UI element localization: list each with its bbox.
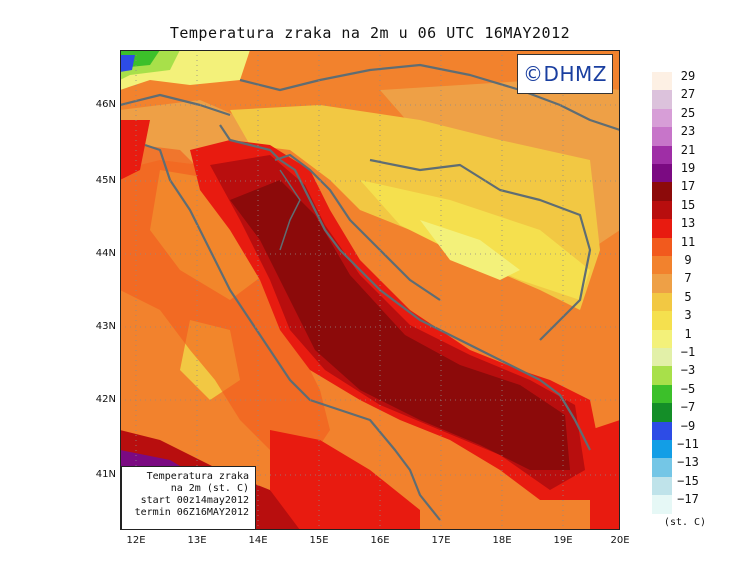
legend-label: 7 [684, 271, 692, 286]
legend-swatch [652, 145, 672, 165]
legend-label: 5 [684, 289, 692, 304]
legend-label: 1 [684, 326, 692, 341]
lon-label: 12E [126, 535, 146, 546]
lon-label: 18E [492, 535, 512, 546]
legend-swatch [652, 476, 672, 496]
info-line: Temperatura zraka [146, 471, 249, 482]
legend-label: 17 [680, 179, 696, 194]
legend-swatch [652, 90, 672, 110]
info-line: termin 06Z16MAY2012 [134, 507, 249, 518]
lat-label: 42N [95, 394, 116, 405]
lon-label: 19E [553, 535, 573, 546]
dhmz-logo: ©DHMZ [517, 54, 613, 94]
lon-label: 13E [187, 535, 207, 546]
temperature-field [120, 50, 620, 530]
legend-label: 9 [684, 253, 692, 267]
lat-label: 41N [95, 469, 116, 480]
info-line: start 00z14may2012 [140, 495, 249, 506]
legend-swatch [652, 200, 672, 220]
legend-swatch [652, 292, 672, 312]
lat-label: 46N [95, 99, 116, 110]
legend-label: 21 [680, 142, 696, 157]
legend-unit: (st. C) [663, 517, 707, 528]
legend-swatch [652, 72, 672, 91]
legend-swatch [652, 495, 672, 515]
legend-swatch [652, 458, 672, 478]
legend-swatch [652, 274, 672, 294]
legend-label: −11 [677, 437, 699, 451]
lon-label: 20E [610, 535, 630, 546]
lon-label: 15E [309, 535, 329, 546]
legend-swatch [652, 237, 672, 257]
legend-label: −9 [680, 418, 696, 433]
legend-swatch [652, 366, 672, 386]
legend-swatch [652, 182, 672, 202]
lat-label: 44N [95, 248, 116, 259]
legend-label: 3 [684, 308, 692, 323]
legend-swatch [652, 421, 672, 441]
legend-label: 11 [680, 234, 696, 249]
legend-label: 19 [680, 161, 696, 175]
legend-swatch [652, 108, 672, 128]
legend-label: 13 [680, 216, 696, 231]
legend-swatch [652, 164, 672, 183]
legend-label: −15 [677, 473, 699, 488]
legend-label: −3 [680, 363, 696, 378]
legend-swatch [652, 440, 672, 459]
legend-swatch [652, 311, 672, 331]
legend-swatch [652, 403, 672, 423]
lon-label: 17E [431, 535, 451, 546]
legend-swatch [652, 348, 672, 367]
legend-label: −7 [680, 400, 696, 415]
lon-label: 14E [248, 535, 268, 546]
legend-label: −1 [680, 345, 696, 359]
legend-swatch [652, 256, 672, 275]
legend-label: −17 [677, 492, 699, 507]
temperature-map [120, 50, 620, 530]
info-line: na 2m (st. C) [170, 483, 249, 494]
info-box: Temperatura zraka na 2m (st. C) start 00… [121, 466, 256, 530]
legend-label: 29 [680, 69, 696, 83]
lon-label: 16E [370, 535, 390, 546]
legend-label: −13 [677, 455, 699, 470]
map-title: Temperatura zraka na 2m u 06 UTC 16MAY20… [169, 24, 571, 42]
legend-swatch [652, 329, 672, 349]
legend-label: 15 [680, 197, 696, 212]
lat-label: 45N [95, 175, 116, 186]
legend-swatch [652, 384, 672, 404]
legend-label: 27 [680, 87, 696, 102]
legend-label: 23 [680, 124, 696, 139]
legend-label: −5 [680, 381, 696, 396]
legend-swatch [652, 127, 672, 147]
legend-label: 25 [680, 105, 696, 120]
lat-label: 43N [95, 321, 116, 332]
legend-swatch [652, 219, 672, 239]
